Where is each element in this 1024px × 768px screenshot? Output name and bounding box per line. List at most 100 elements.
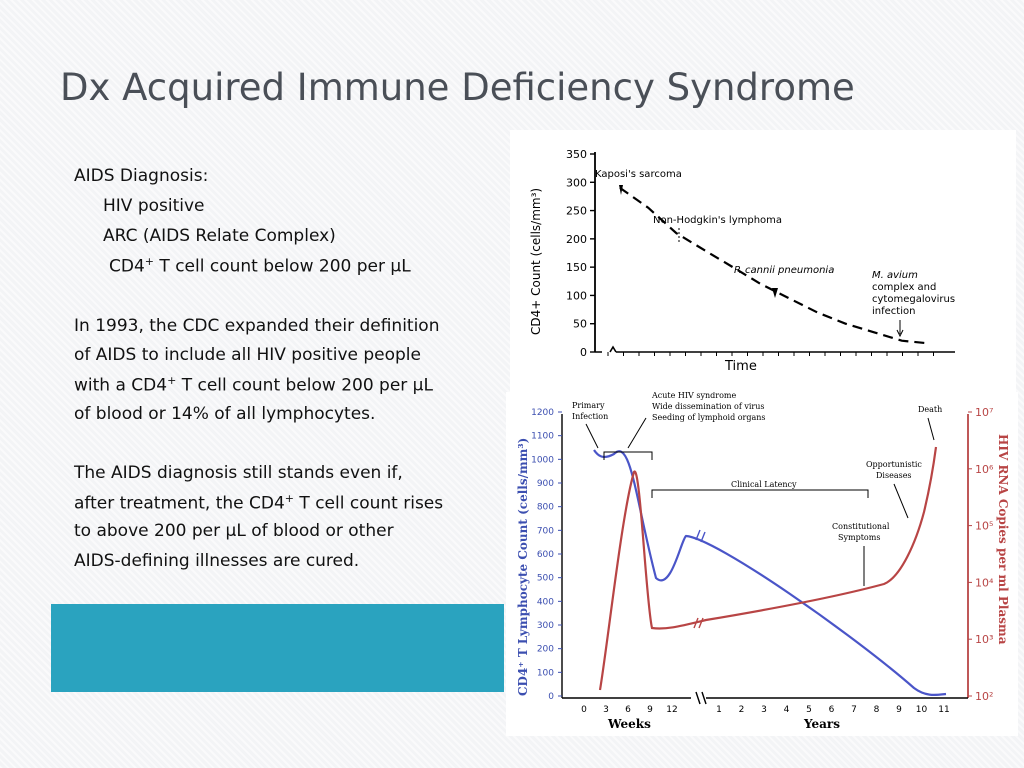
x-tick-label-years: 10 <box>916 705 928 715</box>
left-y-tick-label: 800 <box>537 503 554 513</box>
cd4-decline-series <box>619 186 931 345</box>
left-y-tick-label: 400 <box>537 597 554 607</box>
paragraph-2-line-4: AIDS-defining illnesses are cured. <box>74 551 360 571</box>
paragraph-1-line-4: of blood or 14% of all lymphocytes. <box>74 404 376 424</box>
x-tick-label-weeks: 6 <box>625 705 631 715</box>
pointer-primary <box>585 423 599 449</box>
annotation-mac-2: complex and <box>872 282 936 293</box>
right-y-tick-label: 10⁵ <box>975 520 993 533</box>
right-y-tick-label: 10⁶ <box>975 463 994 476</box>
x-axis-label: Time <box>724 359 757 374</box>
x-tick-label-weeks: 3 <box>603 705 609 715</box>
x-tick-label-years: 3 <box>761 705 767 715</box>
paragraph-2-line-3: to above 200 per µL of blood or other <box>74 521 394 541</box>
cd4-text: CD4 <box>109 256 145 277</box>
annotation-mac-3: cytomegalovirus <box>872 294 955 305</box>
left-y-tick-label: 200 <box>537 645 554 655</box>
bracket-latency <box>651 489 869 498</box>
left-y-tick-label: 300 <box>537 621 554 631</box>
teal-accent-band <box>51 604 504 692</box>
y-tick-label: 300 <box>566 176 587 189</box>
left-y-tick-label: 500 <box>537 574 554 584</box>
annotation-const-1: Constitutional <box>832 522 890 531</box>
p1-cd4-text: with a CD4 <box>74 375 168 396</box>
criterion-cd4: CD4+ T cell count below 200 per µL <box>109 255 411 277</box>
rna-break-mark <box>693 617 704 629</box>
right-y-tick-label: 10⁷ <box>975 406 993 419</box>
annotation-nhl: Non-Hodgkin's lymphoma <box>653 215 782 226</box>
y-axis-label: CD4+ Count (cells/mm³) <box>529 188 543 335</box>
y-tick-label: 200 <box>566 233 587 246</box>
paragraph-2-line-1: The AIDS diagnosis still stands even if, <box>74 463 403 483</box>
arrow-pcp <box>772 288 778 298</box>
left-y-axis-label: CD4⁺ T Lymphocyte Count (cells/mm³) <box>516 438 530 696</box>
pointer-oppo <box>893 483 909 519</box>
x-axis-label-weeks: Weeks <box>607 717 651 731</box>
annotation-acute-1: Acute HIV syndrome <box>651 392 736 400</box>
bracket-acute <box>603 451 653 460</box>
p2-cd4-text: after treatment, the CD4 <box>74 493 285 514</box>
y-tick-label: 50 <box>573 318 587 331</box>
x-tick-label-weeks: 0 <box>581 705 587 715</box>
annotation-acute-3: Seeding of lymphoid organs <box>652 413 766 422</box>
x-tick-label-years: 4 <box>784 705 790 715</box>
criterion-hiv-positive: HIV positive <box>103 196 205 216</box>
annotation-pcp: P. cannii pneumonia <box>734 265 834 276</box>
criterion-arc: ARC (AIDS Relate Complex) <box>103 226 336 246</box>
x-tick-label-weeks: 9 <box>647 705 653 715</box>
paragraph-1-line-1: In 1993, the CDC expanded their definiti… <box>74 316 440 336</box>
cd4-decline-figure: 0 50 100 150 200 250 300 350 Time CD4+ Count (c… <box>510 130 1016 392</box>
annotation-death: Death <box>918 405 942 414</box>
right-y-axis-label: HIV RNA Copies per ml Plasma <box>996 434 1010 645</box>
left-y-tick-label: 1200 <box>531 408 554 418</box>
left-y-tick-label: 900 <box>537 479 554 489</box>
cd4-decline-chart: 0 50 100 150 200 250 300 350 Time CD4+ Count (c… <box>529 148 955 374</box>
right-y-tick-label: 10⁴ <box>975 576 994 589</box>
annotation-const-2: Symptoms <box>838 533 880 542</box>
annotation-latency: Clinical Latency <box>731 480 797 489</box>
left-y-tick-label: 0 <box>548 692 554 702</box>
x-tick-label-weeks: 12 <box>666 705 677 715</box>
arrow-kaposi <box>619 185 623 195</box>
left-y-tick-label: 1000 <box>531 455 554 465</box>
arrow-mac <box>896 320 904 338</box>
cd4-count-series <box>593 449 947 697</box>
x-tick-label-years: 11 <box>938 705 949 715</box>
x-axis-label-years: Years <box>803 717 840 731</box>
annotation-primary-1: Primary <box>572 401 605 410</box>
y-tick-label: 350 <box>566 148 587 161</box>
paragraph-1-line-3: with a CD4+ T cell count below 200 per µ… <box>74 374 433 396</box>
x-tick-label-years: 8 <box>874 705 880 715</box>
annotation-mac-4: infection <box>872 306 915 317</box>
y-tick-label: 150 <box>566 261 587 274</box>
x-tick-label-years: 7 <box>851 705 857 715</box>
pointer-death <box>927 417 935 441</box>
left-y-tick-label: 600 <box>537 550 554 560</box>
right-y-tick-label: 10³ <box>975 633 993 646</box>
annotation-primary-2: Infection <box>572 412 608 421</box>
left-y-tick-label: 700 <box>537 526 554 536</box>
hiv-natural-history-figure: 0 100 200 300 400 500 600 700 800 900 1000 1100 1200… <box>506 391 1018 736</box>
x-tick-label-years: 2 <box>739 705 745 715</box>
cd4-text-rest: T cell count below 200 per µL <box>154 256 411 277</box>
annotation-kaposi: Kaposi's sarcoma <box>595 169 682 180</box>
annotation-mac-1: M. avium <box>872 270 918 281</box>
x-tick-label-years: 9 <box>896 705 902 715</box>
x-tick-label-years: 5 <box>806 705 812 715</box>
y-tick-label: 250 <box>566 205 587 218</box>
superscript-plus: + <box>144 255 154 268</box>
aids-diagnosis-heading: AIDS Diagnosis: <box>74 166 209 186</box>
paragraph-2-line-2: after treatment, the CD4+ T cell count r… <box>74 492 443 514</box>
x-axis <box>562 691 968 705</box>
p1-cd4-text-rest: T cell count below 200 per µL <box>176 375 433 396</box>
y-tick-label: 100 <box>566 289 587 302</box>
annotation-acute-2: Wide dissemination of virus <box>652 402 765 411</box>
y-tick-label: 0 <box>580 346 587 359</box>
left-y-tick-label: 100 <box>537 668 554 678</box>
hiv-natural-history-chart: 0100200300400500600700800900100011001200… <box>516 391 1010 731</box>
p2-cd4-text-rest: T cell count rises <box>294 493 444 514</box>
x-axis <box>595 345 955 353</box>
superscript-plus: + <box>284 492 295 505</box>
right-y-tick-label: 10² <box>975 690 993 703</box>
left-y-tick-label: 1100 <box>531 432 554 442</box>
